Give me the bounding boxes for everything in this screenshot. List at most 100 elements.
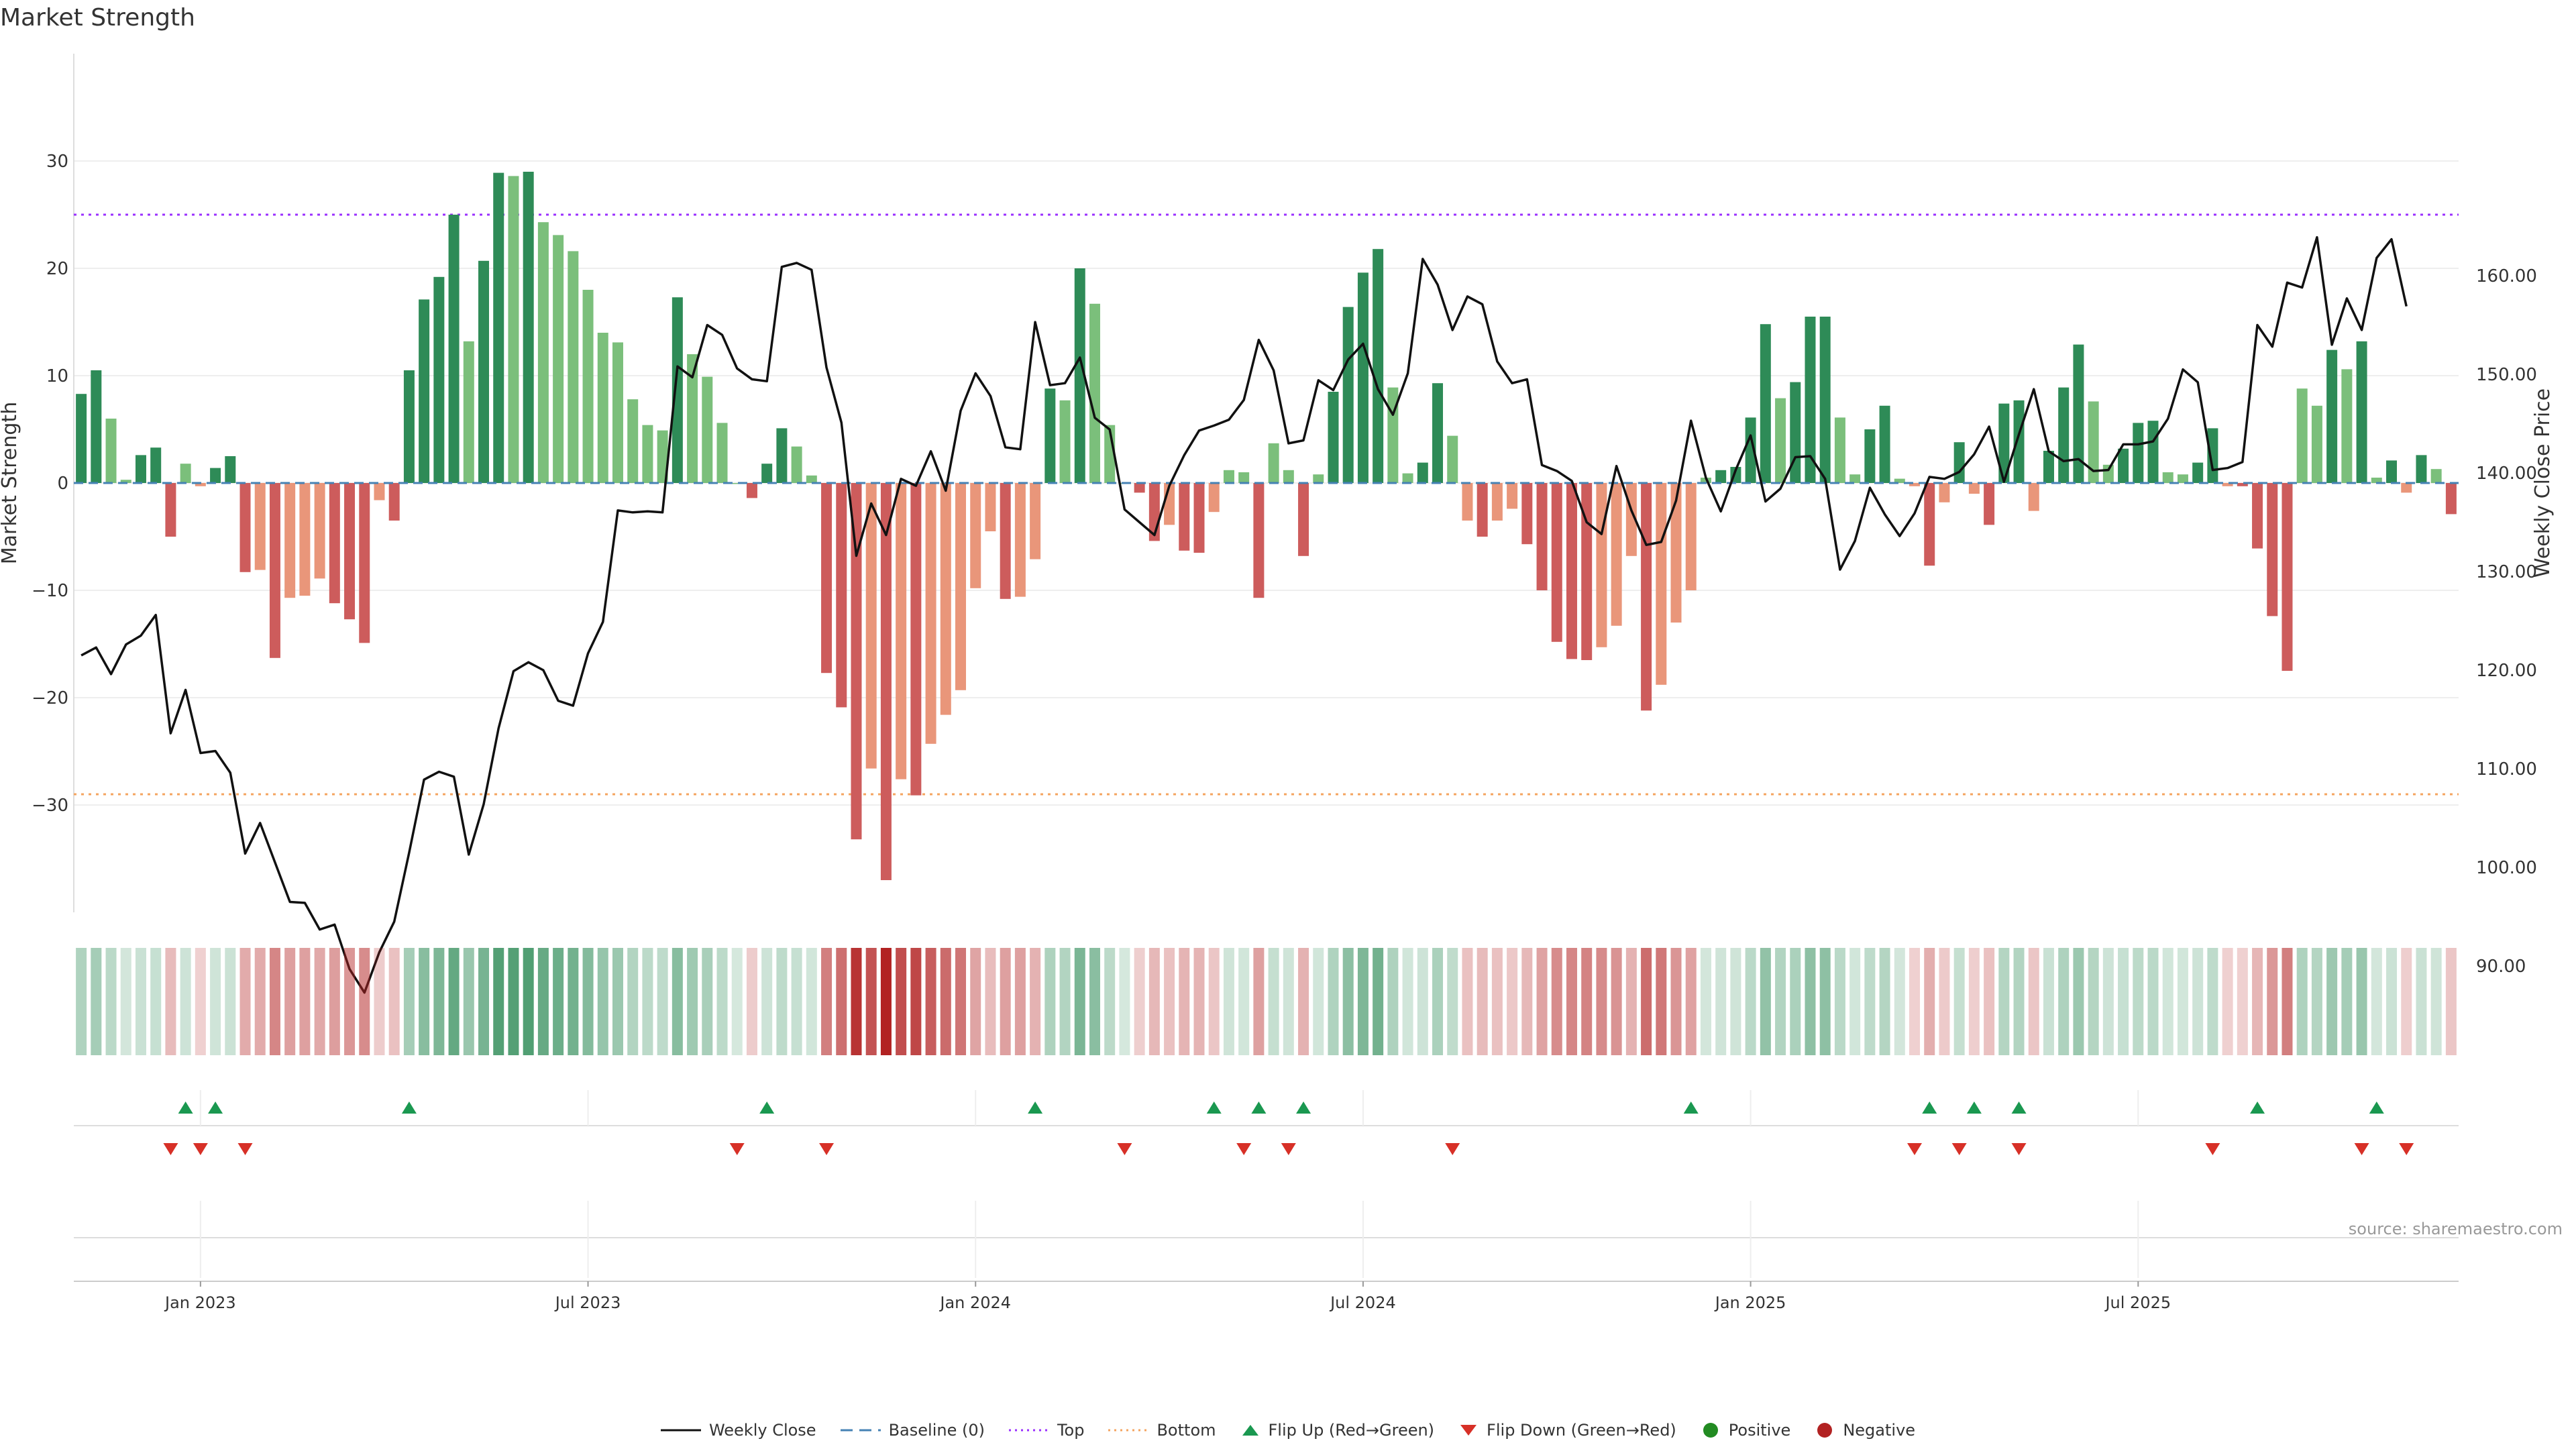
flip-down-marker — [1951, 1143, 1967, 1155]
strength-bar — [642, 425, 653, 483]
heat-strip-cell — [2267, 948, 2278, 1055]
strength-bar — [284, 483, 296, 598]
strength-bar — [314, 483, 325, 579]
heat-strip-cell — [716, 948, 728, 1055]
heat-strip-cell — [1968, 948, 1980, 1055]
heat-strip-cell — [1253, 948, 1265, 1055]
x-tick-label: Jul 2024 — [1329, 1293, 1396, 1312]
heat-strip-cell — [2356, 948, 2367, 1055]
heat-strip-cell — [1700, 948, 1711, 1055]
heat-strip-cell — [2401, 948, 2412, 1055]
legend-positive-label: Positive — [1728, 1421, 1791, 1440]
strength-bar — [1208, 483, 1220, 513]
strength-bar — [731, 483, 743, 484]
heat-strip-cell — [1805, 948, 1816, 1055]
strength-bar — [2356, 341, 2367, 483]
strength-bar — [985, 483, 996, 531]
flip-up-marker — [1206, 1102, 1222, 1114]
strength-bar — [1879, 405, 1890, 483]
strength-bar — [403, 370, 415, 483]
strength-bar — [1521, 483, 1533, 545]
heat-strip-cell — [2222, 948, 2233, 1055]
strength-bar — [1939, 483, 1950, 502]
strength-bar — [1507, 483, 1518, 509]
strength-bar — [597, 333, 608, 483]
heat-strip-cell — [2162, 948, 2174, 1055]
heat-strip-cell — [180, 948, 191, 1055]
heat-strip-cell — [1849, 948, 1861, 1055]
heat-strip-cell — [896, 948, 907, 1055]
heat-strip-cell — [746, 948, 757, 1055]
heat-strip-cell — [1924, 948, 1935, 1055]
heat-strip-cell — [374, 948, 385, 1055]
strength-bar — [1924, 483, 1935, 566]
x-tick-label: Jan 2024 — [938, 1293, 1011, 1312]
heat-strip-cell — [329, 948, 340, 1055]
heat-strip-cell — [1074, 948, 1085, 1055]
heat-strip-cell — [1596, 948, 1607, 1055]
weekly-close-line — [80, 235, 2408, 994]
heat-strip-cell — [582, 948, 594, 1055]
strength-bar — [1581, 483, 1593, 660]
heat-strip-cell — [537, 948, 549, 1055]
strength-bar — [2028, 483, 2039, 511]
heat-strip-cell — [731, 948, 743, 1055]
heat-strip-cell — [2102, 948, 2114, 1055]
strength-bar — [627, 399, 639, 483]
strength-bar — [1611, 483, 1622, 626]
strength-bar — [2386, 460, 2398, 483]
strength-bar — [1566, 483, 1577, 659]
flip-up-marker — [2369, 1102, 2384, 1114]
legend-weekly-close-label: Weekly Close — [708, 1421, 816, 1440]
heat-strip-cell — [105, 948, 117, 1055]
flip-down-marker — [1117, 1143, 1132, 1155]
right-tick-label: 110.00 — [2476, 759, 2537, 780]
strength-bar — [2222, 483, 2233, 486]
heat-strip-cell — [1909, 948, 1921, 1055]
heat-strip-cell — [1179, 948, 1190, 1055]
heat-strip-cell — [403, 948, 415, 1055]
heat-strip-cell — [2282, 948, 2293, 1055]
right-tick-label: 130.00 — [2476, 562, 2537, 582]
heat-strip-cell — [1641, 948, 1652, 1055]
heat-strip-cell — [1864, 948, 1876, 1055]
heat-strip-cell — [1998, 948, 2010, 1055]
strength-bar — [1268, 443, 1279, 483]
legend-baseline: Baseline (0) — [840, 1421, 985, 1440]
x-tick-label: Jan 2023 — [164, 1293, 236, 1312]
strength-bar — [1536, 483, 1548, 590]
strength-bar — [1179, 483, 1190, 551]
strength-bar — [1134, 483, 1145, 493]
heat-strip-cell — [239, 948, 251, 1055]
heat-strip-cell — [1134, 948, 1145, 1055]
heat-strip-cell — [1879, 948, 1890, 1055]
strength-bar — [1000, 483, 1011, 599]
strength-bar — [2102, 464, 2114, 483]
strength-bar — [2043, 451, 2054, 483]
flip-down-marker — [1236, 1143, 1252, 1155]
flip-up-marker — [2250, 1102, 2265, 1114]
strength-bar — [344, 483, 356, 620]
heat-strip-cell — [568, 948, 579, 1055]
strength-bar — [806, 475, 817, 483]
source-note: source: sharemaestro.com — [2348, 1220, 2563, 1238]
heat-strip-cell — [1939, 948, 1950, 1055]
heat-strip-cell — [225, 948, 236, 1055]
heat-strip-cell — [2296, 948, 2308, 1055]
left-tick-label: 30 — [46, 152, 68, 172]
strength-bar — [1313, 474, 1324, 483]
heat-strip-cell — [433, 948, 445, 1055]
heat-strip-cell — [2416, 948, 2427, 1055]
strength-bar — [1491, 483, 1503, 521]
legend-negative-label: Negative — [1843, 1421, 1916, 1440]
flip-up-marker — [1296, 1102, 1311, 1114]
flip-up-marker — [1966, 1102, 1982, 1114]
strength-bar — [880, 483, 892, 880]
strength-bar — [851, 483, 862, 840]
strength-bar — [1283, 470, 1294, 483]
heat-strip-cell — [1894, 948, 1905, 1055]
strength-bar — [582, 290, 594, 483]
heat-strip-cell — [76, 948, 87, 1055]
flip-up-marker — [1683, 1102, 1699, 1114]
